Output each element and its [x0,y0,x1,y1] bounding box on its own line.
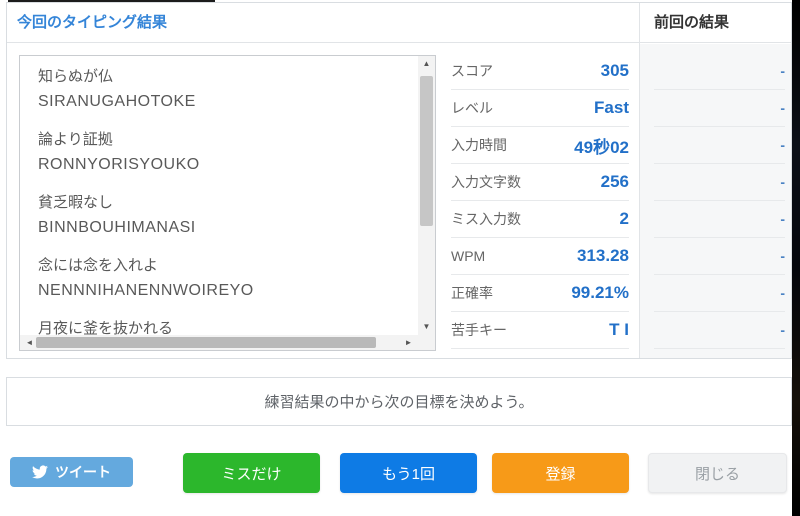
stat-row: ミス入力数 2 [451,201,629,238]
scroll-down-icon[interactable]: ▼ [422,322,431,331]
stat-label: 苦手キー [451,322,507,338]
practice-text-pair: 論より証拠 RONNYORISYOUKO [38,127,415,177]
stat-label: WPM [451,248,486,264]
previous-result-value: - [780,285,785,301]
stat-row: 苦手キー T I [451,312,629,349]
stat-value: 305 [600,61,629,80]
scrollbar-corner [418,335,435,350]
romaji-phrase: RONNYORISYOUKO [38,156,200,173]
previous-result-value: - [780,174,785,190]
stat-label: レベル [451,100,493,116]
panel-header: 今回のタイピング結果 前回の結果 [7,3,791,43]
twitter-bird-icon [32,465,48,479]
scroll-up-icon[interactable]: ▲ [422,59,431,68]
practice-text-pair: 月夜に釜を抜かれる [38,316,415,341]
stat-row: 正確率 99.21% [451,275,629,312]
previous-result-value: - [780,100,785,116]
japanese-phrase: 貧乏暇なし [38,194,114,211]
horizontal-scrollbar-thumb[interactable] [36,337,376,348]
page-title: 今回のタイピング結果 [17,14,168,31]
previous-result-value: - [780,63,785,79]
screen-edge-strip [792,0,800,516]
result-panel: 今回のタイピング結果 前回の結果 知らぬが仏 SIRANUGAHOTOKE 論より証… [6,2,792,359]
japanese-phrase: 月夜に釜を抜かれる [38,320,174,337]
romaji-phrase: SIRANUGAHOTOKE [38,93,196,110]
vertical-scrollbar-thumb[interactable] [420,76,433,226]
japanese-phrase: 論より証拠 [38,131,113,148]
stat-row: WPM 313.28 [451,238,629,275]
stat-label: 入力時間 [451,137,507,153]
practice-text-pair: 念には念を入れよ NENNNIHANENNWOIREYO [38,253,415,303]
column-divider [639,3,640,358]
previous-result-row: - [654,127,785,164]
previous-result-value: - [780,211,785,227]
previous-result-value: - [780,137,785,153]
previous-result-title: 前回の結果 [654,14,730,31]
miss-only-button[interactable]: ミスだけ [183,453,320,493]
scroll-left-icon[interactable]: ◄ [25,338,34,347]
top-edge-line [8,0,215,2]
vertical-scrollbar[interactable]: ▲ ▼ [418,56,435,335]
goal-message: 練習結果の中から次の目標を決めよう。 [264,394,534,411]
previous-result-row: - [654,201,785,238]
retry-button[interactable]: もう1回 [340,453,477,493]
romaji-phrase: NENNNIHANENNWOIREYO [38,282,254,299]
previous-result-row: - [654,312,785,349]
stat-value: 99.21% [571,283,629,302]
stat-row: 入力時間 49秒02 [451,127,629,164]
stat-label: スコア [451,63,493,79]
goal-message-box: 練習結果の中から次の目標を決めよう。 [6,377,792,426]
stat-row: 入力文字数 256 [451,164,629,201]
previous-result-value: - [780,248,785,264]
stat-value: 256 [600,172,629,191]
stats-column: スコア 305 レベル Fast 入力時間 49秒02 入力文字数 256 ミス入力数 2 WPM 3… [451,53,629,349]
stat-value: Fast [594,98,629,117]
japanese-phrase: 念には念を入れよ [38,257,159,274]
previous-result-row: - [654,164,785,201]
register-button[interactable]: 登録 [492,453,629,493]
romaji-phrase: BINNBOUHIMANASI [38,219,196,236]
previous-result-row: - [654,275,785,312]
previous-result-row: - [654,53,785,90]
stat-value: 313.28 [577,246,629,265]
tweet-button-label: ツイート [55,464,111,480]
practice-text-pair: 貧乏暇なし BINNBOUHIMANASI [38,190,415,240]
stat-value: T I [609,320,629,339]
previous-results-column: - - - - - - - - [654,53,785,349]
stat-value: 49秒02 [574,137,629,157]
practice-text-content: 知らぬが仏 SIRANUGAHOTOKE 論より証拠 RONNYORISYOUKO 貧乏… [38,64,415,350]
stat-label: ミス入力数 [451,211,521,227]
stat-label: 入力文字数 [451,174,521,190]
previous-result-value: - [780,322,785,338]
scroll-right-icon[interactable]: ► [404,338,413,347]
close-button[interactable]: 閉じる [648,453,787,493]
tweet-button[interactable]: ツイート [10,457,133,487]
stat-label: 正確率 [451,285,493,301]
stat-value: 2 [619,209,629,228]
previous-result-row: - [654,90,785,127]
stat-row: レベル Fast [451,90,629,127]
practice-text-box[interactable]: 知らぬが仏 SIRANUGAHOTOKE 論より証拠 RONNYORISYOUKO 貧乏… [19,55,436,351]
previous-result-column [640,44,791,358]
practice-text-pair: 知らぬが仏 SIRANUGAHOTOKE [38,64,415,114]
stat-row: スコア 305 [451,53,629,90]
japanese-phrase: 知らぬが仏 [38,68,114,85]
horizontal-scrollbar[interactable]: ◄ ► [20,335,418,350]
previous-result-row: - [654,238,785,275]
